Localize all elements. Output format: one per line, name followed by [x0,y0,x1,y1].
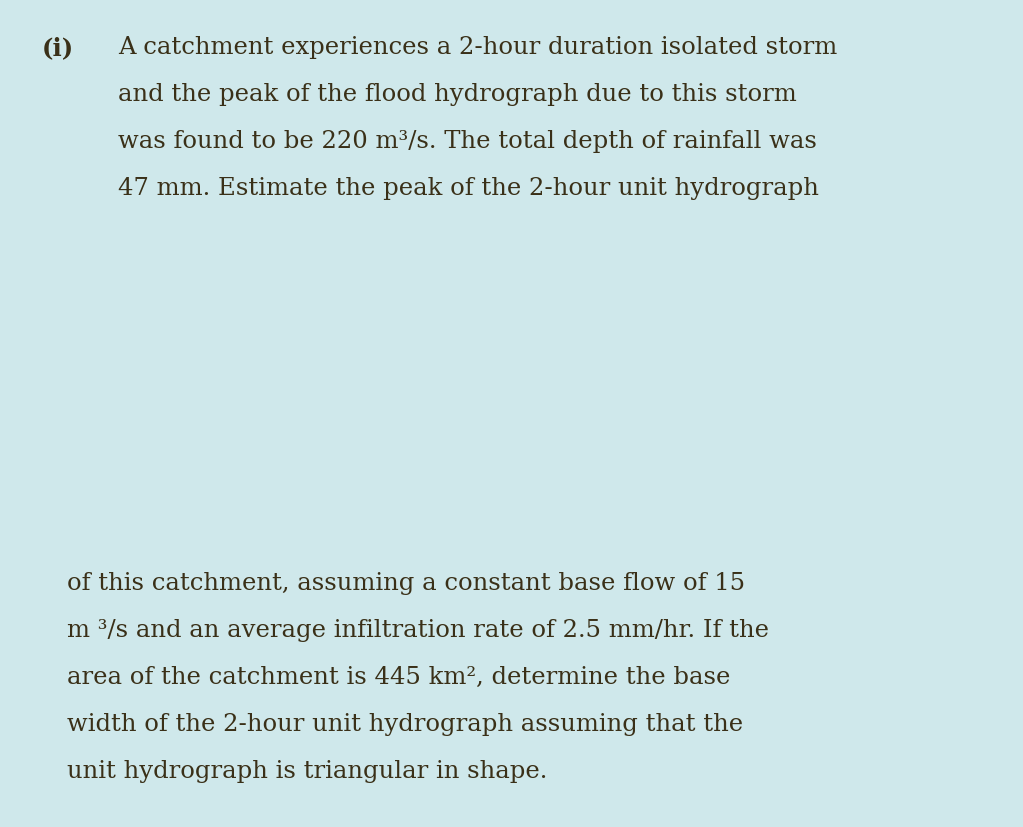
Text: area of the catchment is 445 km², determine the base: area of the catchment is 445 km², determ… [66,665,730,688]
Text: m ³/s and an average infiltration rate of 2.5 mm/hr. If the: m ³/s and an average infiltration rate o… [66,619,769,641]
Text: of this catchment, assuming a constant base flow of 15: of this catchment, assuming a constant b… [66,571,745,595]
Text: (i): (i) [42,36,74,60]
Text: unit hydrograph is triangular in shape.: unit hydrograph is triangular in shape. [66,759,547,782]
Text: A catchment experiences a 2-hour duration isolated storm: A catchment experiences a 2-hour duratio… [118,36,837,59]
Text: and the peak of the flood hydrograph due to this storm: and the peak of the flood hydrograph due… [118,83,797,106]
Text: width of the 2-hour unit hydrograph assuming that the: width of the 2-hour unit hydrograph assu… [66,712,743,735]
Text: 47 mm. Estimate the peak of the 2-hour unit hydrograph: 47 mm. Estimate the peak of the 2-hour u… [118,177,818,200]
Text: was found to be 220 m³/s. The total depth of rainfall was: was found to be 220 m³/s. The total dept… [118,130,817,153]
